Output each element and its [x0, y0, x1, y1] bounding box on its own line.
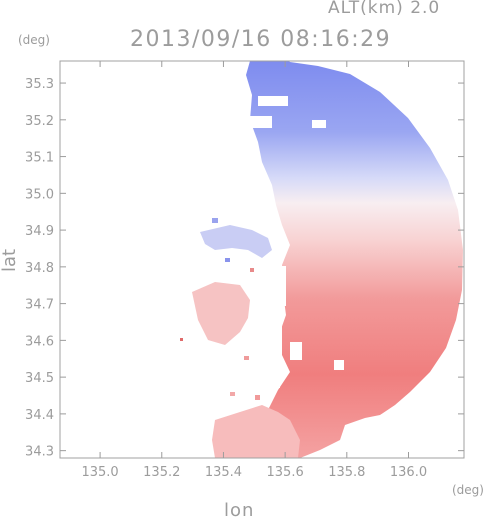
plot-frame: [59, 60, 465, 459]
y-tick-label: 34.3: [25, 445, 54, 460]
y-ticks: 34.3 34.4 34.5 34.6 34.7 34.8 34.9 35.0 35.1 35.2…: [25, 77, 464, 460]
y-tick-label: 35.0: [25, 187, 54, 202]
radar-echo-field: [180, 61, 463, 458]
x-tick-label: 135.8: [328, 465, 365, 480]
x-tick-label: 135.0: [81, 465, 118, 480]
y-tick-label: 34.4: [25, 408, 54, 423]
echo-red-patch-bottom: [212, 405, 300, 458]
x-ticks: 135.0 135.2 135.4 135.6 135.8 136.0: [81, 61, 427, 480]
y-tick-label: 34.8: [25, 261, 54, 276]
y-tick-label: 35.3: [25, 77, 54, 92]
x-tick-label: 135.4: [205, 465, 242, 480]
x-tick-label: 135.6: [267, 465, 304, 480]
y-tick-label: 35.1: [25, 151, 54, 166]
x-tick-label: 136.0: [390, 465, 427, 480]
echo-gaps: [246, 96, 344, 388]
x-unit-label: (deg): [452, 483, 484, 497]
plot-axes: 135.0 135.2 135.4 135.6 135.8 136.0 34.334.43…: [25, 60, 465, 480]
x-axis-title: lon: [224, 500, 255, 521]
y-tick-label: 34.5: [25, 371, 54, 386]
altitude-label: ALT(km) 2.0: [328, 0, 441, 18]
y-tick-label: 34.6: [25, 334, 54, 349]
echo-blue-patch: [200, 225, 272, 258]
y-tick-label: 34.7: [25, 298, 54, 313]
y-unit-label: (deg): [18, 33, 50, 47]
x-tick-label: 135.2: [143, 465, 180, 480]
y-tick-label: 35.2: [25, 114, 54, 129]
echo-red-patch-left: [192, 282, 250, 345]
timestamp-title: 2013/09/16 08:16:29: [130, 27, 392, 52]
y-tick-label: 34.9: [25, 224, 54, 239]
